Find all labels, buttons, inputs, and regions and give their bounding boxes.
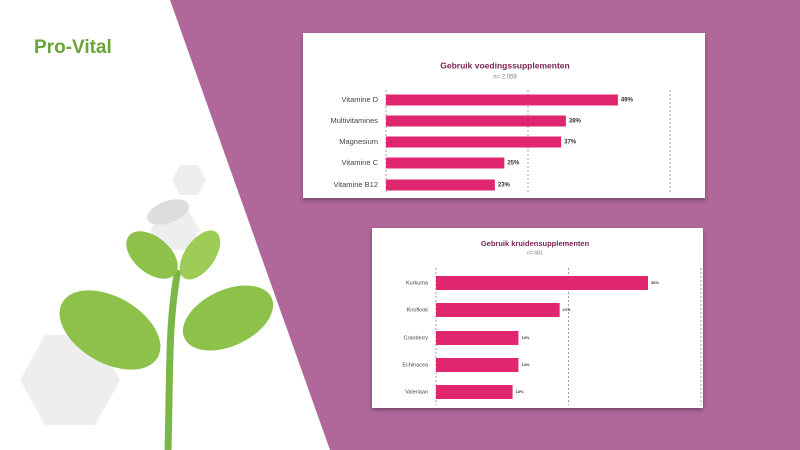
category-label: Valeriaan (405, 389, 428, 395)
chart-card: Gebruik kruidensupplementen n= 681 Kurkuma… (372, 228, 703, 408)
value-label: 14% (521, 362, 529, 367)
bar (386, 94, 618, 106)
value-label: 36% (651, 280, 659, 285)
bar (436, 276, 648, 290)
bar (436, 303, 560, 317)
category-label: Kurkuma (406, 280, 429, 286)
value-label: 38% (569, 119, 582, 125)
bar (386, 179, 495, 191)
bar (436, 331, 519, 345)
charts: Gebruik voedingssupplementen n= 2.059 Vita… (303, 33, 705, 408)
value-label: 25% (507, 161, 520, 167)
chart-subtitle: n= 2.059 (493, 75, 517, 81)
bar (386, 136, 562, 148)
chart-title: Gebruik kruidensupplementen (481, 239, 590, 248)
chart-subtitle: n= 681 (527, 250, 543, 256)
category-label: Magnesium (339, 137, 378, 146)
chart-card: Gebruik voedingssupplementen n= 2.059 Vita… (303, 33, 705, 198)
value-label: 14% (521, 335, 529, 340)
pill (146, 199, 190, 225)
logo: Pro-Vital (34, 37, 112, 58)
category-label: Vitamine B12 (334, 180, 378, 189)
chart-title: Gebruik voedingssupplementen (440, 60, 569, 70)
bar (436, 385, 513, 399)
category-label: Echinacea (402, 362, 429, 368)
value-label: 49% (621, 98, 634, 104)
bar (436, 358, 519, 372)
category-label: Knoflook (407, 307, 429, 313)
value-label: 13% (516, 389, 524, 394)
category-label: Vitamine C (341, 158, 378, 167)
card (372, 228, 703, 408)
category-label: Vitamine D (341, 95, 378, 104)
value-label: 37% (564, 140, 577, 146)
bar (386, 157, 505, 169)
value-label: 23% (498, 183, 511, 189)
category-label: Multivitamines (330, 116, 378, 125)
value-label: 21% (563, 307, 571, 312)
plant (59, 230, 274, 450)
bar (386, 115, 566, 127)
category-label: Cranberry (404, 335, 429, 341)
